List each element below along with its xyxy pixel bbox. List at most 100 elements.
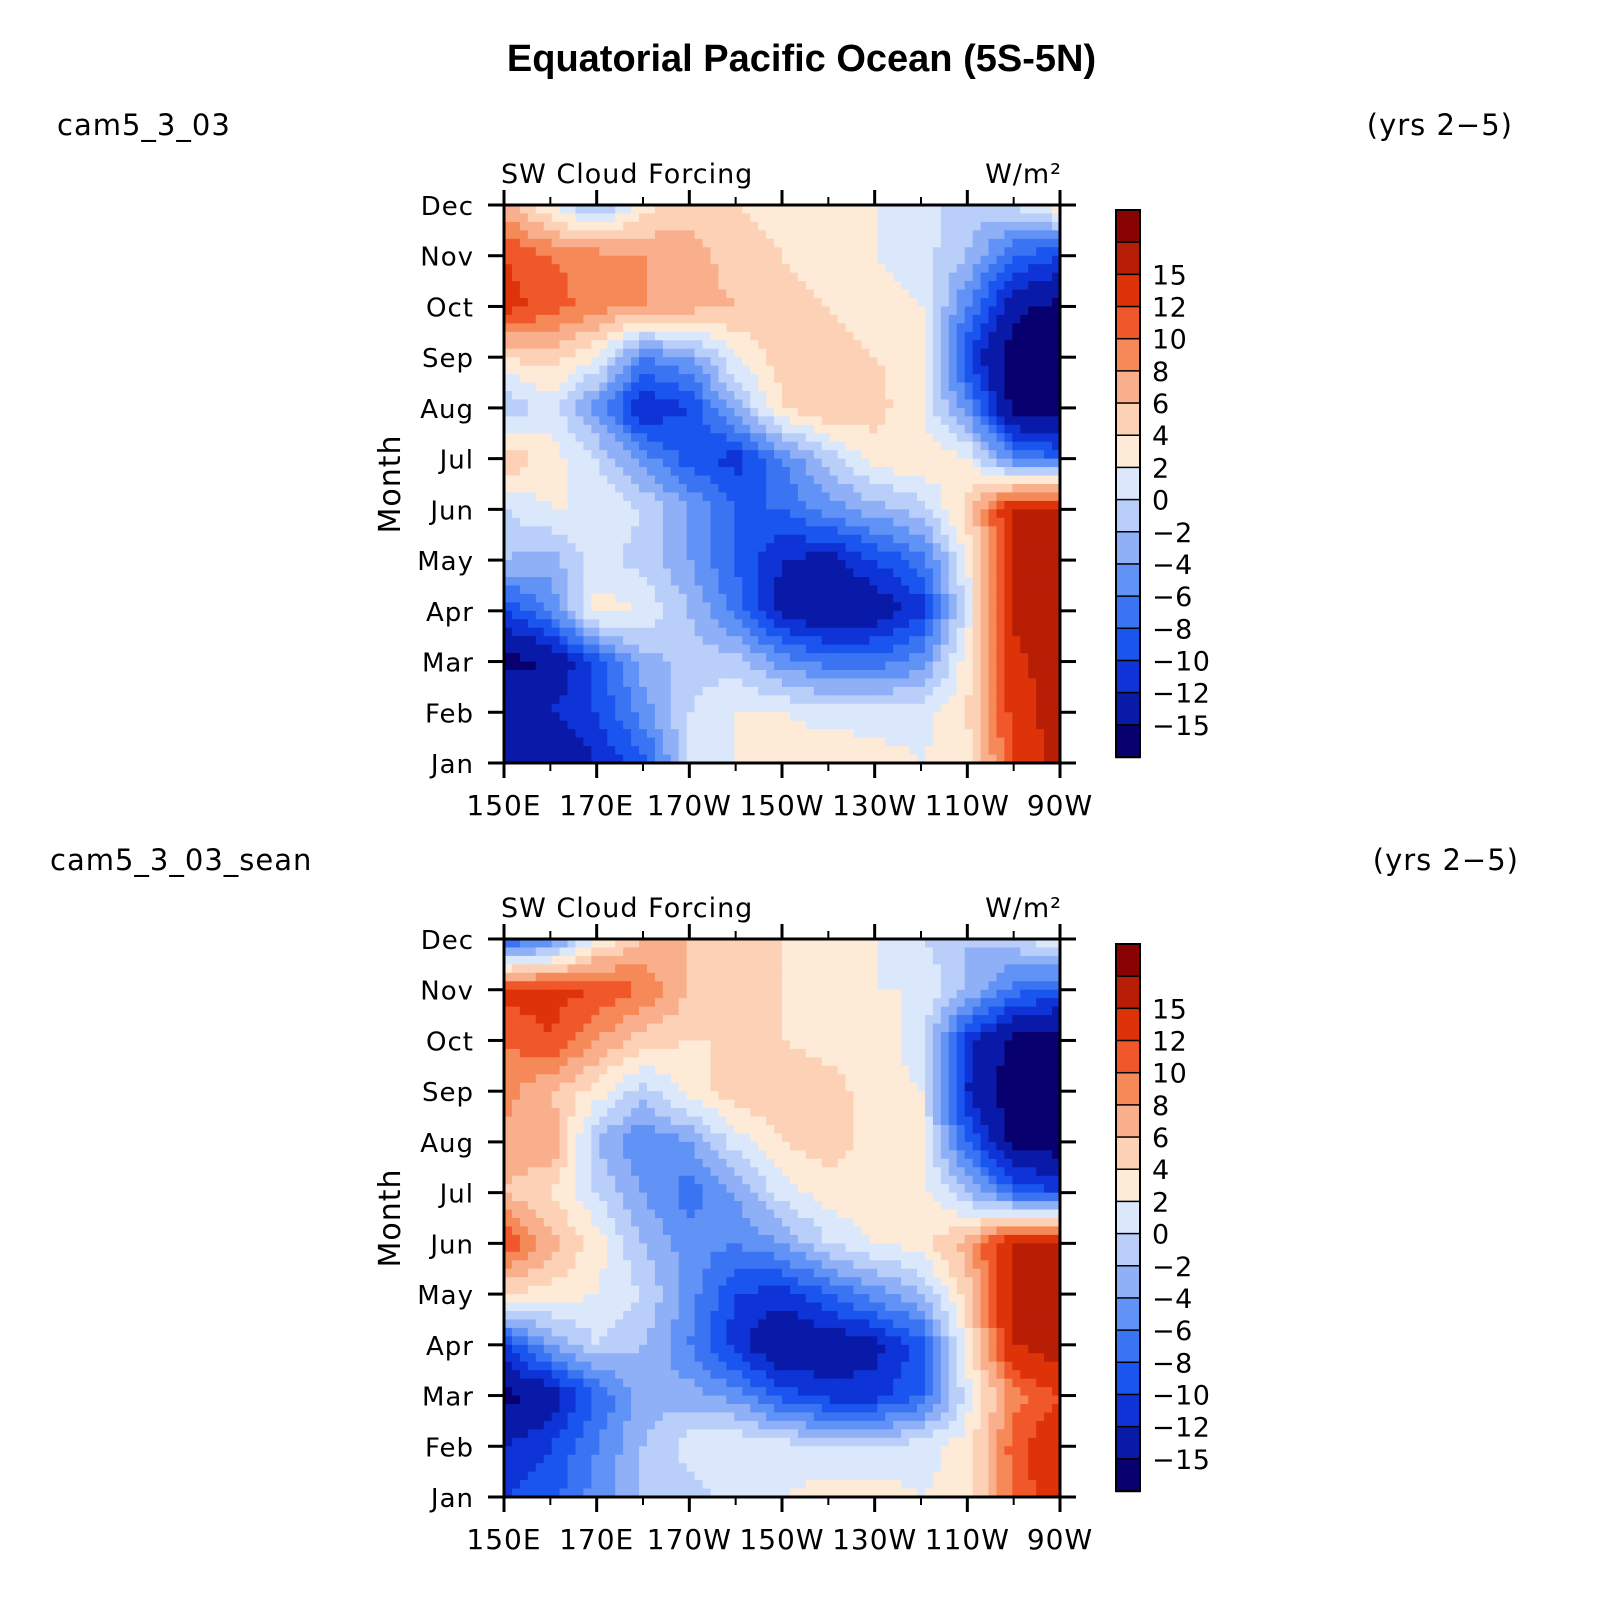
contour-cell bbox=[686, 382, 696, 392]
contour-cell bbox=[845, 374, 855, 384]
contour-cell bbox=[853, 399, 863, 409]
contour-cell bbox=[893, 340, 902, 350]
contour-cell bbox=[583, 374, 592, 384]
contour-cell bbox=[988, 298, 998, 308]
contour-cell bbox=[917, 955, 926, 965]
contour-cell bbox=[678, 365, 688, 375]
colorbar-box bbox=[1115, 337, 1141, 373]
contour-cell bbox=[710, 509, 720, 519]
contour-cell bbox=[964, 298, 974, 308]
contour-cell bbox=[710, 670, 720, 680]
contour-cell bbox=[1028, 729, 1037, 739]
contour-cell bbox=[591, 467, 600, 477]
contour-cell bbox=[742, 939, 751, 949]
contour-cell bbox=[583, 391, 592, 401]
contour-cell bbox=[551, 365, 561, 375]
contour-cell bbox=[797, 238, 807, 248]
contour-cell bbox=[551, 255, 561, 265]
contour-cell bbox=[527, 391, 537, 401]
contour-cell bbox=[909, 737, 918, 747]
contour-cell bbox=[631, 374, 640, 384]
contour-cell bbox=[964, 517, 974, 527]
contour-cell bbox=[948, 602, 958, 612]
contour-cell bbox=[1004, 205, 1013, 215]
contour-cell bbox=[988, 484, 998, 494]
contour-cell bbox=[559, 264, 569, 274]
contour-cell bbox=[583, 298, 592, 308]
contour-cell bbox=[607, 298, 616, 308]
contour-cell bbox=[877, 627, 886, 637]
colorbar-label: 8 bbox=[1152, 357, 1170, 388]
contour-cell bbox=[631, 509, 640, 519]
contour-cell bbox=[766, 602, 775, 612]
contour-cell bbox=[607, 526, 616, 536]
contour-cell bbox=[607, 678, 616, 688]
contour-cell bbox=[575, 534, 585, 544]
contour-cell bbox=[924, 255, 934, 265]
contour-cell bbox=[670, 298, 680, 308]
contour-cell bbox=[758, 703, 767, 713]
contour-cell bbox=[543, 939, 553, 949]
contour-cell bbox=[805, 458, 815, 468]
contour-cell bbox=[670, 484, 680, 494]
contour-cell bbox=[948, 314, 958, 324]
contour-cell bbox=[805, 357, 815, 367]
contour-cell bbox=[813, 585, 823, 595]
contour-cell bbox=[678, 264, 688, 274]
contour-cell bbox=[774, 230, 783, 240]
contour-cell bbox=[623, 568, 632, 578]
contour-cell bbox=[654, 568, 664, 578]
contour-cell bbox=[734, 602, 743, 612]
contour-cell bbox=[909, 754, 918, 764]
contour-cell bbox=[1052, 678, 1061, 688]
contour-cell bbox=[694, 289, 704, 299]
contour-cell bbox=[845, 560, 855, 570]
contour-cell bbox=[591, 703, 600, 713]
contour-cell bbox=[821, 585, 831, 595]
contour-cell bbox=[1036, 433, 1045, 443]
contour-cell bbox=[742, 560, 751, 570]
contour-cell bbox=[829, 686, 839, 696]
contour-cell bbox=[710, 306, 720, 316]
contour-cell bbox=[956, 416, 966, 426]
contour-cell bbox=[551, 627, 561, 637]
contour-cell bbox=[964, 391, 974, 401]
contour-cell bbox=[1028, 551, 1037, 561]
contour-cell bbox=[972, 619, 982, 629]
contour-cell bbox=[766, 323, 775, 333]
contour-cell bbox=[1052, 577, 1061, 587]
contour-cell bbox=[504, 568, 513, 578]
contour-cell bbox=[869, 264, 878, 274]
contour-cell bbox=[559, 746, 569, 756]
contour-cell bbox=[853, 213, 863, 223]
contour-cell bbox=[504, 712, 513, 722]
contour-cell bbox=[694, 323, 704, 333]
contour-cell bbox=[829, 593, 839, 603]
contour-cell bbox=[758, 298, 767, 308]
contour-cell bbox=[734, 264, 743, 274]
contour-cell bbox=[734, 238, 743, 248]
contour-cell bbox=[623, 947, 632, 957]
contour-cell bbox=[543, 205, 553, 215]
contour-cell bbox=[964, 314, 974, 324]
contour-cell bbox=[789, 568, 799, 578]
contour-cell bbox=[988, 644, 998, 654]
contour-cell bbox=[829, 348, 839, 358]
contour-cell bbox=[567, 458, 577, 468]
contour-cell bbox=[551, 238, 561, 248]
contour-cell bbox=[1012, 619, 1021, 629]
contour-cell bbox=[758, 729, 767, 739]
contour-cell bbox=[678, 560, 688, 570]
contour-cell bbox=[797, 678, 807, 688]
contour-cell bbox=[504, 543, 513, 553]
contour-cell bbox=[901, 416, 910, 426]
contour-cell bbox=[718, 947, 727, 957]
contour-cell bbox=[654, 205, 664, 215]
contour-cell bbox=[813, 492, 823, 502]
contour-cell bbox=[774, 610, 783, 620]
contour-cell bbox=[845, 712, 855, 722]
contour-cell bbox=[615, 939, 624, 949]
contour-cell bbox=[504, 247, 513, 257]
contour-cell bbox=[543, 964, 553, 974]
contour-cell bbox=[972, 467, 982, 477]
